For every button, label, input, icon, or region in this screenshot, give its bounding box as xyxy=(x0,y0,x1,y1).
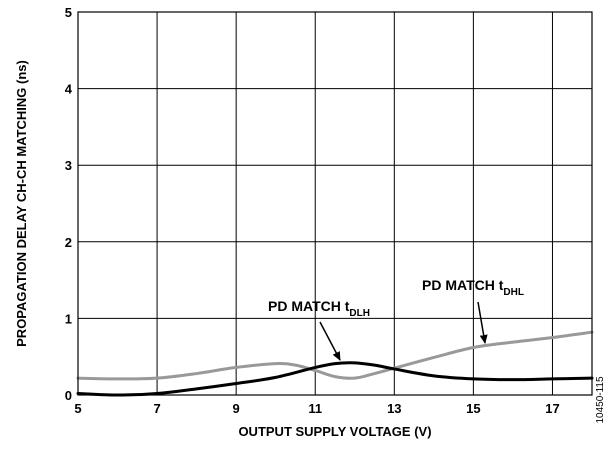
series-layer xyxy=(76,330,594,397)
y-tick-label: 5 xyxy=(65,5,72,20)
y-tick-labels: 0 1 2 3 4 5 xyxy=(65,5,73,403)
y-tick-label: 0 xyxy=(65,388,72,403)
x-tick-label: 13 xyxy=(387,401,401,416)
annotation-arrow-pd-match-tdlh xyxy=(319,321,341,361)
x-tick-label: 7 xyxy=(153,401,160,416)
y-tick-label: 3 xyxy=(65,158,72,173)
x-axis-title: OUTPUT SUPPLY VOLTAGE (V) xyxy=(238,424,431,439)
y-tick-label: 1 xyxy=(65,311,72,326)
x-tick-label: 9 xyxy=(233,401,240,416)
y-tick-label: 4 xyxy=(65,82,73,97)
annotation-pd-match-tdlh: PD MATCH tDLH xyxy=(268,298,370,319)
x-tick-label: 17 xyxy=(545,401,559,416)
annotation-arrow-pd-match-tdhl xyxy=(477,301,488,344)
annotations: PD MATCH tDLH PD MATCH tDHL xyxy=(268,277,524,361)
figure-id: 10450-115 xyxy=(595,376,606,424)
x-tick-label: 5 xyxy=(74,401,81,416)
plot-frame xyxy=(77,11,593,396)
x-tick-labels: 5 7 9 11 13 15 17 xyxy=(74,401,559,416)
x-tick-label: 15 xyxy=(466,401,480,416)
annotation-pd-match-tdhl: PD MATCH tDHL xyxy=(422,277,524,298)
series-line-pd-match-tdlh xyxy=(76,361,594,397)
y-tick-label: 2 xyxy=(65,235,72,250)
grid xyxy=(78,12,592,395)
series-line-pd-match-tdhl xyxy=(76,330,594,381)
x-tick-label: 11 xyxy=(308,401,322,416)
y-axis-title: PROPAGATION DELAY CH-CH MATCHING (ns) xyxy=(14,60,29,347)
